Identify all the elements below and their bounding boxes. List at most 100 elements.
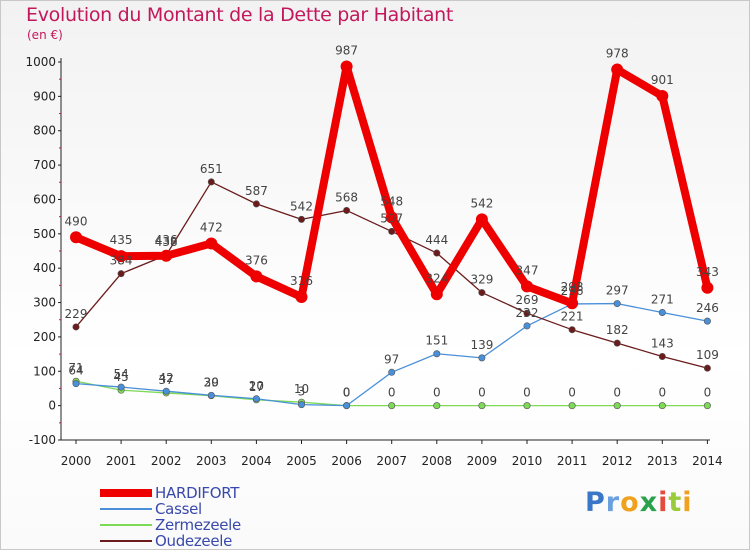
data-label: 182 [606,323,629,337]
y-tick-label: 900 [33,89,56,103]
data-point [703,317,711,325]
data-label: 20 [249,379,264,393]
data-label: 151 [425,334,448,348]
data-label: 109 [696,348,719,362]
data-label: 0 [568,386,576,400]
data-label: 435 [110,233,133,247]
data-point [70,231,82,244]
data-point [658,352,666,360]
data-label: 17 [249,380,264,394]
data-label: 472 [200,220,223,234]
data-label: 246 [696,301,719,315]
data-label: 139 [470,338,493,352]
brand-letter: o [620,487,640,518]
y-tick-label: 100 [33,364,56,378]
data-label: 384 [110,254,133,268]
data-label: 232 [516,306,539,320]
data-label: 0 [433,386,441,400]
data-label: 64 [68,364,83,378]
legend-label: Cassel [155,500,202,518]
data-point [162,387,170,395]
data-point [295,291,308,304]
data-label: 229 [65,307,88,321]
data-label: 0 [388,386,396,400]
data-label: 10 [294,382,309,396]
data-label: 324 [425,271,448,285]
data-label: 0 [523,386,531,400]
y-tick-label: -100 [29,433,56,447]
unit-label: (en €) [27,28,63,42]
data-point [433,350,441,358]
data-point [297,401,305,409]
data-point [117,383,125,391]
data-label: 507 [380,211,403,225]
data-label: 329 [470,273,493,287]
data-label: 978 [606,47,629,61]
x-tick-label: 2014 [692,454,723,468]
data-label: 376 [245,253,268,267]
brand-letter: i [658,487,669,518]
data-label: 30 [204,375,219,389]
data-label: 490 [65,214,88,228]
chart-title: Evolution du Montant de la Dette par Hab… [26,4,454,26]
data-point [250,270,263,283]
data-point [613,300,621,308]
data-label: 54 [113,367,128,381]
data-point [523,309,531,317]
legend-label: Zermezeele [155,516,241,534]
legend-swatch [100,508,152,510]
data-point [658,402,666,410]
data-label: 587 [245,184,268,198]
y-tick-label: 1000 [25,55,56,69]
data-label: 0 [704,386,712,400]
x-tick-label: 2001 [106,454,137,468]
data-point [433,402,441,410]
x-tick-label: 2006 [331,454,362,468]
data-point [72,323,80,331]
data-point [521,280,533,293]
x-tick-label: 2002 [151,454,182,468]
data-point [252,395,260,403]
data-point [340,60,353,73]
series-line-hardifort [74,62,712,308]
brand-letter: r [605,487,621,518]
axes: -100010020030040050060070080090010002000… [25,55,722,468]
data-label: 438 [155,235,178,249]
data-point [160,249,173,262]
data-label: 987 [335,43,358,57]
data-label: 0 [478,386,486,400]
x-tick-label: 2005 [286,454,317,468]
data-label: 221 [561,310,584,324]
y-tick-label: 600 [33,192,56,206]
brand-letter: t [668,487,683,518]
data-point [343,402,351,410]
data-point [475,213,488,226]
data-label: 296 [561,284,584,298]
brand-letter: x [639,487,659,518]
legend-label: Oudezeele [155,532,233,550]
data-label: 298 [561,280,584,294]
data-label: 444 [425,233,448,247]
legend-swatch [100,489,152,497]
data-point [207,178,215,186]
series-group [70,60,714,410]
x-tick-label: 2013 [647,454,678,468]
data-point [478,289,486,297]
data-label: 436 [155,233,178,247]
y-tick-label: 0 [48,399,56,413]
data-label: 542 [290,199,313,213]
data-point [566,297,579,310]
data-label: 297 [606,284,629,298]
data-point [701,281,714,294]
data-point [656,90,669,103]
data-label: 548 [380,194,403,208]
data-point [613,402,621,410]
data-point [478,354,486,362]
data-label: 0 [343,386,351,400]
data-point [523,322,531,330]
data-point [297,215,305,223]
data-label: 316 [290,274,313,288]
x-tick-label: 2008 [422,454,453,468]
data-label: 71 [68,361,83,375]
